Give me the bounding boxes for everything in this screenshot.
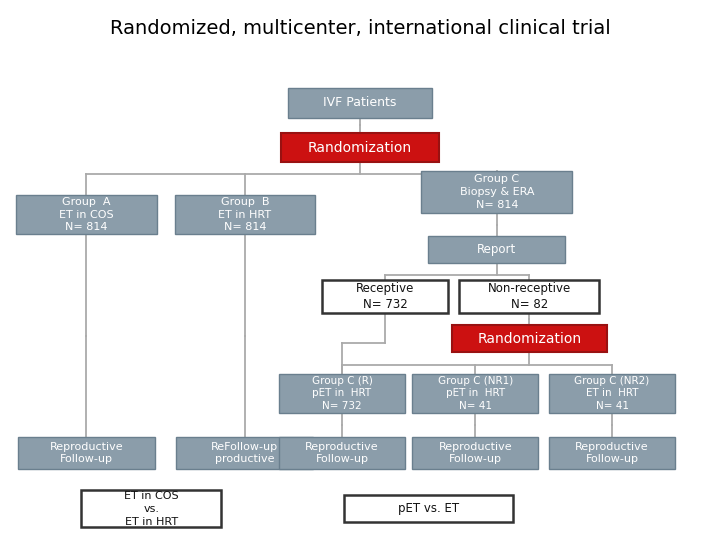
Text: Reproductive
Follow-up: Reproductive Follow-up (50, 442, 123, 464)
Text: Group C (R)
pET in  HRT
N= 732: Group C (R) pET in HRT N= 732 (312, 376, 372, 411)
Text: Report: Report (477, 243, 516, 256)
Text: Reproductive
Follow-up: Reproductive Follow-up (438, 442, 512, 464)
Text: Receptive
N= 732: Receptive N= 732 (356, 282, 415, 312)
FancyBboxPatch shape (279, 374, 405, 413)
Text: ReFollow-up
productive: ReFollow-up productive (211, 442, 279, 464)
Text: Reproductive
Follow-up: Reproductive Follow-up (575, 442, 649, 464)
FancyBboxPatch shape (452, 325, 606, 353)
FancyBboxPatch shape (175, 195, 315, 234)
FancyBboxPatch shape (412, 437, 539, 469)
FancyBboxPatch shape (16, 195, 157, 234)
Text: ET in COS
vs.
ET in HRT: ET in COS vs. ET in HRT (124, 491, 179, 526)
FancyBboxPatch shape (81, 490, 222, 528)
FancyBboxPatch shape (323, 280, 448, 313)
Text: Reproductive
Follow-up: Reproductive Follow-up (305, 442, 379, 464)
Text: Randomized, multicenter, international clinical trial: Randomized, multicenter, international c… (109, 19, 611, 38)
FancyBboxPatch shape (549, 437, 675, 469)
FancyBboxPatch shape (421, 171, 572, 213)
Text: pET vs. ET: pET vs. ET (398, 502, 459, 515)
FancyBboxPatch shape (412, 374, 539, 413)
Text: Group  B
ET in HRT
N= 814: Group B ET in HRT N= 814 (218, 197, 271, 232)
FancyBboxPatch shape (428, 235, 565, 263)
FancyBboxPatch shape (459, 280, 599, 313)
Text: Group C (NR2)
ET in  HRT
N= 41: Group C (NR2) ET in HRT N= 41 (575, 376, 649, 411)
Text: Randomization: Randomization (477, 332, 581, 346)
Text: Non-receptive
N= 82: Non-receptive N= 82 (487, 282, 571, 312)
Text: Randomization: Randomization (308, 140, 412, 154)
Text: Group C
Biopsy & ERA
N= 814: Group C Biopsy & ERA N= 814 (459, 174, 534, 210)
FancyBboxPatch shape (288, 88, 432, 118)
Text: Group C (NR1)
pET in  HRT
N= 41: Group C (NR1) pET in HRT N= 41 (438, 376, 513, 411)
FancyBboxPatch shape (176, 437, 313, 469)
FancyBboxPatch shape (344, 495, 513, 522)
FancyBboxPatch shape (18, 437, 155, 469)
FancyBboxPatch shape (549, 374, 675, 413)
Text: IVF Patients: IVF Patients (323, 96, 397, 109)
FancyBboxPatch shape (279, 437, 405, 469)
FancyBboxPatch shape (281, 133, 439, 162)
Text: Group  A
ET in COS
N= 814: Group A ET in COS N= 814 (59, 197, 114, 232)
